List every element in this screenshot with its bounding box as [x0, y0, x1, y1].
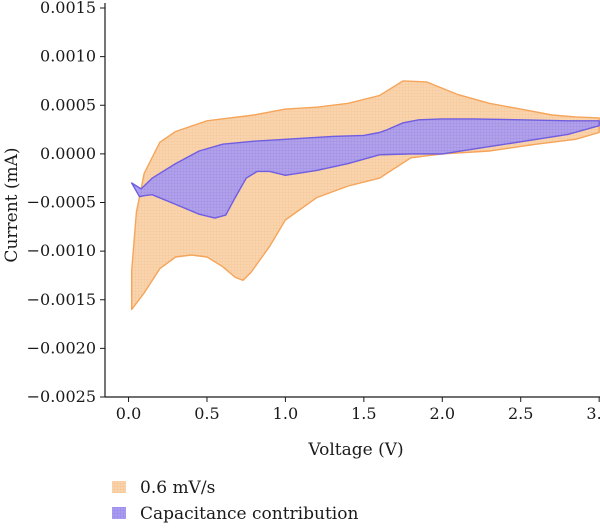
plot-area	[130, 80, 600, 311]
x-tick-label: 0.0	[116, 404, 141, 423]
legend-label: 0.6 mV/s	[140, 478, 215, 498]
y-tick-label: 0.0010	[40, 47, 96, 66]
y-tick-label: −0.0020	[27, 338, 96, 357]
y-tick-label: −0.0010	[27, 241, 96, 260]
x-tick-label: 1.5	[351, 404, 376, 423]
legend: 0.6 mV/s Capacitance contribution	[112, 478, 358, 524]
x-tick-label: 2.0	[430, 404, 455, 423]
y-tick-label: 0.0015	[40, 0, 96, 17]
series-capacitance-area	[130, 118, 600, 219]
x-tick-label: 2.5	[508, 404, 533, 423]
y-tick-label: 0.0000	[40, 144, 96, 163]
x-tick-label: 0.5	[194, 404, 219, 423]
legend-label: Capacitance contribution	[140, 504, 358, 524]
y-tick-label: −0.0015	[27, 290, 96, 309]
y-tick-label: 0.0005	[40, 95, 96, 114]
y-tick-label: −0.0005	[27, 193, 96, 212]
y-tick-label: −0.0025	[27, 387, 96, 406]
axes: 0.0015 0.0010 0.0005 0.0000 −0.0005 −0.0010 −0…	[27, 0, 600, 423]
legend-swatch	[112, 507, 126, 519]
y-axis-label: Current (mA)	[2, 147, 22, 262]
legend-swatch	[112, 481, 126, 493]
x-axis-label: Voltage (V)	[307, 440, 403, 460]
x-tick-label: 1.0	[273, 404, 298, 423]
x-tick-label: 3.0	[586, 404, 600, 423]
